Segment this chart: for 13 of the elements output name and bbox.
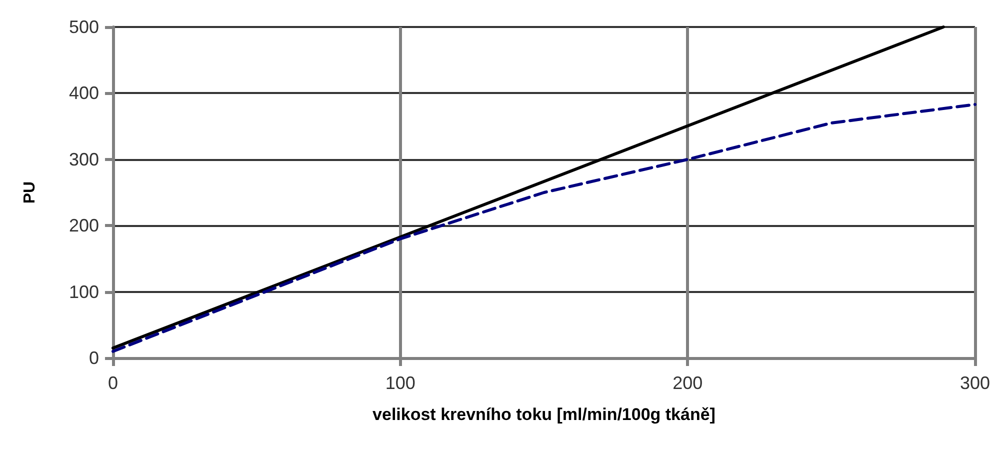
y-tick-label: 200 xyxy=(68,216,99,236)
x-axis-title: velikost krevního toku [ml/min/100g tkáně] xyxy=(372,405,716,424)
y-tick-label: 0 xyxy=(88,348,99,368)
y-tick-label: 400 xyxy=(68,83,99,104)
line-series xyxy=(112,102,976,353)
y-axis-title: PU xyxy=(22,181,38,204)
y-tick-label: 100 xyxy=(68,282,99,302)
x-tick-label: 200 xyxy=(672,373,703,393)
x-tick-label: 100 xyxy=(385,373,416,393)
x-tick-label: 300 xyxy=(960,373,990,393)
y-tick-label: 300 xyxy=(68,149,99,170)
x-tick-label: 0 xyxy=(108,373,118,393)
y-tick-label: 500 xyxy=(68,17,99,37)
